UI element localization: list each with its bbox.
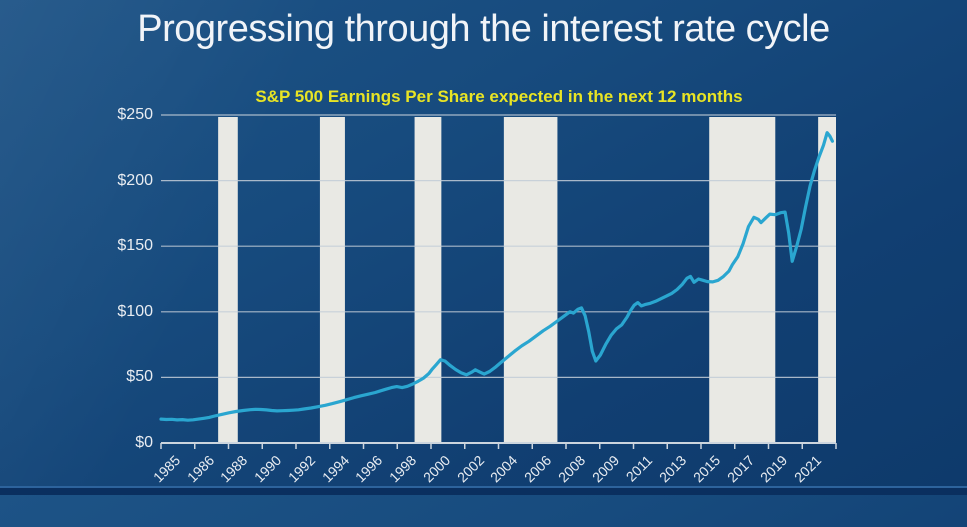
footer-bar xyxy=(0,486,967,495)
y-tick-label: $0 xyxy=(135,434,153,451)
rate-hiking-cycle-band xyxy=(818,117,836,443)
y-tick-label: $50 xyxy=(126,368,153,386)
y-tick-label: $150 xyxy=(117,237,153,255)
line-chart-canvas xyxy=(159,114,837,449)
slide-title: Progressing through the interest rate cy… xyxy=(137,8,830,50)
rate-hiking-cycle-band xyxy=(503,117,558,443)
rate-hiking-cycle-band xyxy=(218,117,238,443)
slide: Progressing through the interest rate cy… xyxy=(0,0,967,495)
chart-title: S&P 500 Earnings Per Share expected in t… xyxy=(255,87,743,106)
y-tick-label: $200 xyxy=(117,171,153,189)
rate-hiking-cycle-band xyxy=(414,117,442,443)
y-tick-label: $250 xyxy=(117,106,153,123)
eps-series-line xyxy=(159,131,835,422)
rate-hiking-cycle-band xyxy=(319,117,345,443)
y-tick-label: $100 xyxy=(117,302,153,320)
